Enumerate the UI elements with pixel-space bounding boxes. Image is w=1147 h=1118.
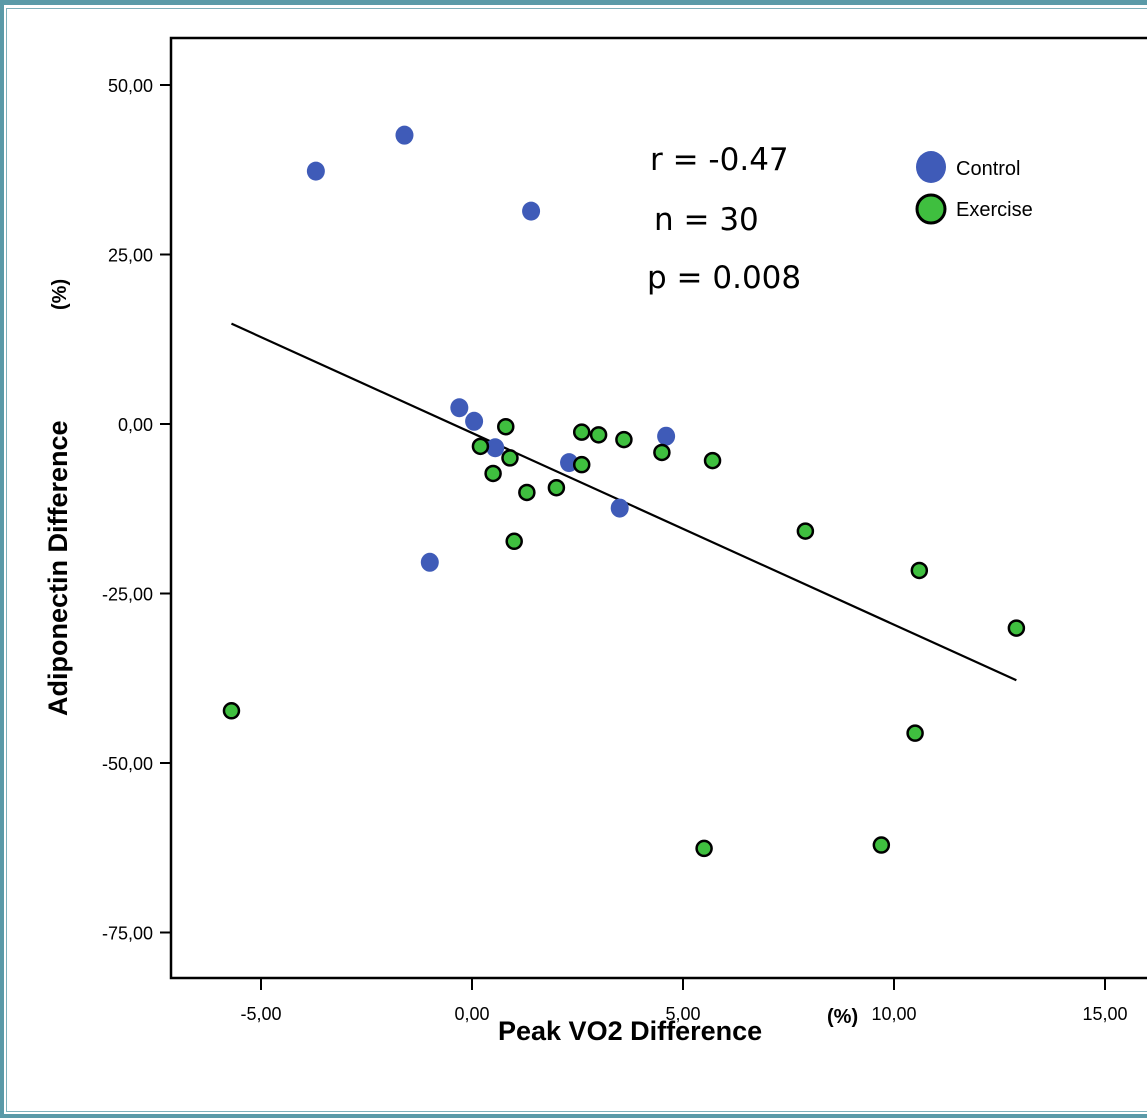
point-exercise — [796, 522, 815, 540]
y-tick-label: -25,00 — [102, 585, 153, 605]
y-tick-label: -75,00 — [102, 924, 153, 944]
data-points — [222, 125, 1026, 858]
x-tick-label: 5,00 — [665, 1004, 700, 1024]
point-control — [522, 201, 541, 221]
x-tick-label: 0,00 — [454, 1004, 489, 1024]
point-exercise — [501, 449, 519, 467]
point-exercise — [497, 417, 515, 436]
annotation-p: p = 0.008 — [647, 260, 801, 296]
point-exercise — [505, 532, 523, 551]
point-exercise — [589, 426, 608, 444]
x-tick-label: 10,00 — [871, 1004, 916, 1024]
annotation-r: r = -0.47 — [650, 142, 789, 178]
x-axis-unit: (%) — [827, 1006, 858, 1028]
y-tick-label: -50,00 — [102, 754, 153, 774]
point-exercise — [910, 561, 929, 580]
point-exercise — [615, 430, 633, 449]
point-control — [610, 498, 629, 518]
y-tick-label: 50,00 — [108, 76, 153, 96]
y-axis: 50,00 25,00 0,00 -25,00 -50,00 -75,00 — [102, 76, 171, 944]
point-control — [657, 426, 676, 446]
point-control — [486, 438, 505, 458]
point-exercise — [547, 478, 566, 497]
y-axis-title: Adiponectin Difference — [43, 420, 73, 716]
legend-label-control: Control — [956, 158, 1020, 180]
point-exercise — [703, 451, 722, 470]
point-exercise — [572, 455, 591, 474]
plot-area — [169, 36, 1147, 980]
point-control — [465, 411, 484, 431]
y-tick-label: 0,00 — [118, 415, 153, 435]
legend-marker-control — [916, 151, 946, 183]
legend: Control Exercise — [915, 151, 1033, 225]
point-exercise — [222, 702, 241, 720]
point-exercise — [518, 483, 536, 502]
y-axis-unit: (%) — [49, 279, 71, 310]
point-exercise — [471, 437, 490, 456]
point-exercise — [695, 839, 713, 858]
point-control — [420, 552, 439, 572]
x-axis: -5,00 0,00 5,00 10,00 15,00 — [240, 978, 1128, 1024]
point-control — [450, 398, 469, 418]
inner-frame — [6, 8, 1147, 1112]
point-control — [395, 125, 414, 145]
annotation-n: n = 30 — [654, 202, 759, 238]
x-axis-title: Peak VO2 Difference — [498, 1016, 762, 1046]
point-exercise — [906, 724, 924, 742]
legend-marker-exercise — [915, 193, 947, 225]
point-exercise — [1007, 619, 1026, 637]
point-exercise — [653, 443, 671, 462]
point-exercise — [872, 836, 891, 854]
point-exercise — [572, 423, 591, 441]
y-tick-label: 25,00 — [108, 246, 153, 266]
point-control — [306, 161, 325, 181]
legend-label-exercise: Exercise — [956, 199, 1033, 221]
x-tick-label: 15,00 — [1082, 1004, 1127, 1024]
point-exercise — [484, 464, 502, 483]
x-tick-label: -5,00 — [240, 1004, 281, 1024]
